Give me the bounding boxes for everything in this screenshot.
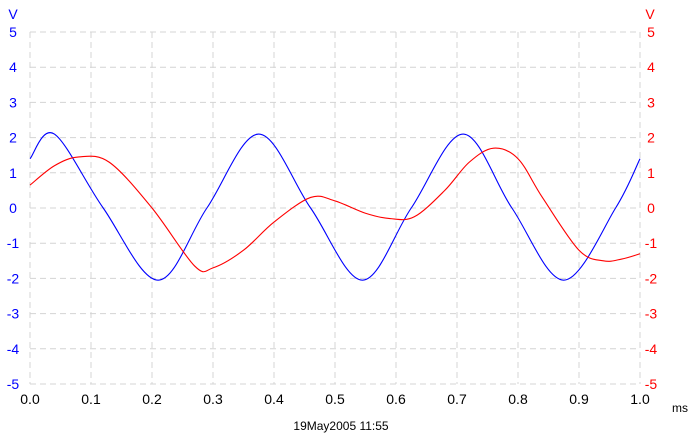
y-left-tick-label: 2	[9, 130, 17, 146]
grid-lines	[29, 31, 641, 385]
y-right-tick-label: 3	[647, 94, 655, 110]
y-right-tick-label: -3	[645, 306, 658, 322]
x-tick-label: 0.6	[386, 391, 406, 407]
left-axis-unit: V	[8, 6, 18, 22]
y-left-tick-label: -5	[7, 376, 20, 392]
y-right-tick-label: 4	[647, 59, 655, 75]
y-left-tick-label: 3	[9, 94, 17, 110]
timestamp: 19May2005 11:55	[293, 419, 389, 433]
x-tick-label: 0.8	[508, 391, 528, 407]
x-tick-label: 0.3	[203, 391, 223, 407]
y-right-tick-label: 2	[647, 130, 655, 146]
y-right-tick-label: -1	[645, 235, 658, 251]
right-axis-unit: V	[645, 6, 655, 22]
x-tick-label: 0.0	[20, 391, 40, 407]
y-left-tick-label: 1	[9, 165, 17, 181]
y-right-tick-label: 5	[647, 24, 655, 40]
series-line-1	[29, 132, 641, 281]
x-tick-label: 0.4	[264, 391, 284, 407]
y-left-tick-label: -2	[7, 270, 20, 286]
x-tick-label: 1.0	[630, 391, 650, 407]
x-tick-label: 0.5	[325, 391, 345, 407]
series-line-2	[29, 147, 641, 273]
x-axis-unit: ms	[672, 401, 688, 415]
x-tick-label: 0.1	[81, 391, 101, 407]
x-tick-label: 0.9	[569, 391, 589, 407]
y-right-tick-label: -5	[645, 376, 658, 392]
y-right-tick-label: -2	[645, 270, 658, 286]
axis-labels: 0.0 0.1 0.2 0.3 0.4 0.5 0.6 0.7 0.8 0.9 1.0 5 4 3 2 1 0 -…	[7, 24, 658, 407]
y-left-tick-label: -3	[7, 306, 20, 322]
y-right-tick-label: 1	[647, 165, 655, 181]
x-tick-label: 0.2	[142, 391, 162, 407]
series-layer	[29, 132, 641, 281]
y-right-tick-label: 0	[647, 200, 655, 216]
y-left-tick-label: 4	[9, 59, 17, 75]
y-left-tick-label: -4	[7, 341, 20, 357]
y-left-tick-label: 0	[9, 200, 17, 216]
y-left-tick-label: -1	[7, 235, 20, 251]
y-left-tick-label: 5	[9, 24, 17, 40]
y-right-tick-label: -4	[645, 341, 658, 357]
x-tick-label: 0.7	[447, 391, 467, 407]
